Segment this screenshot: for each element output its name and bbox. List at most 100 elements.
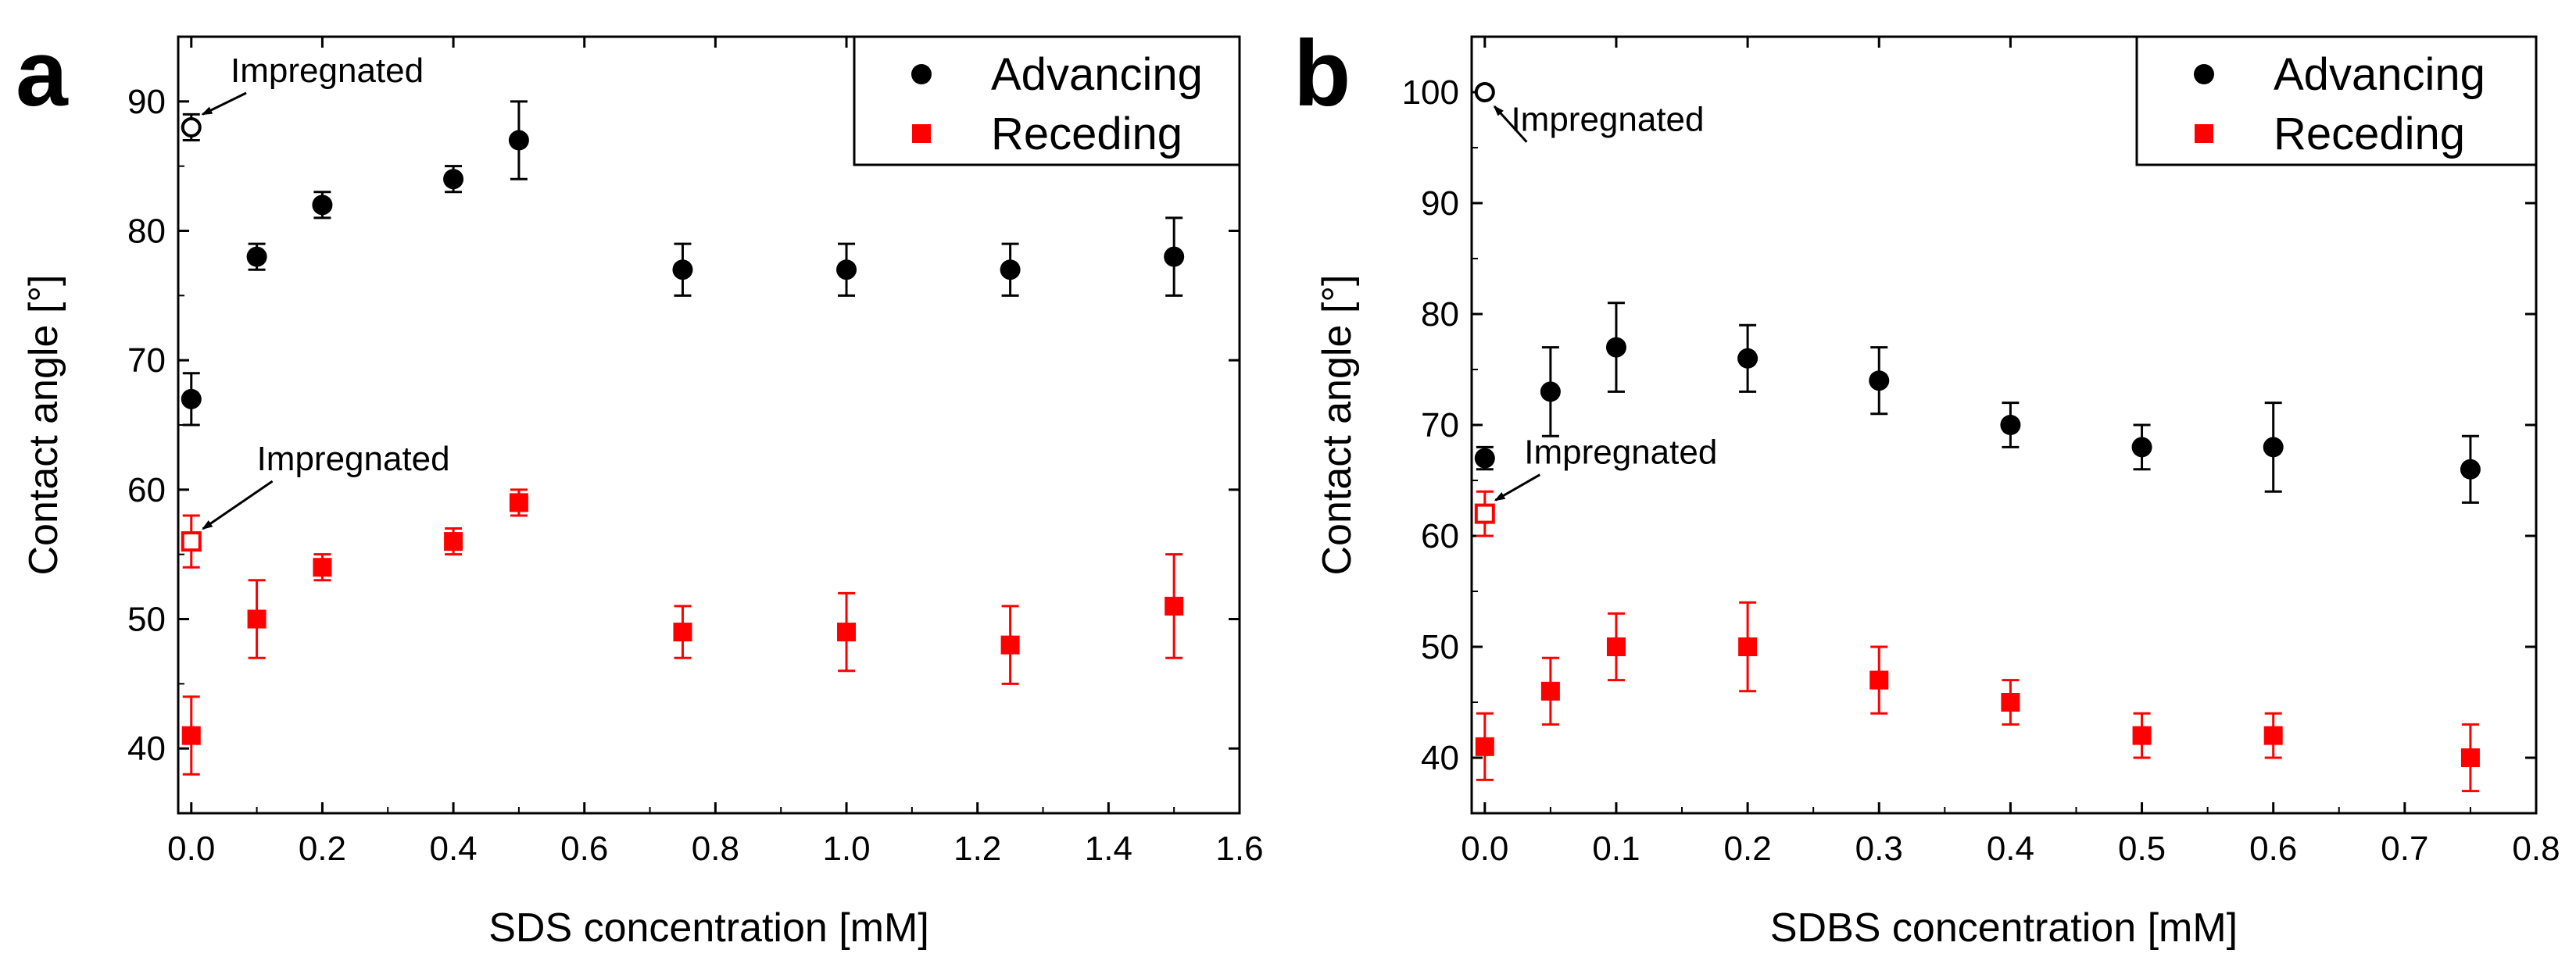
- y-tick-label: 70: [1421, 406, 1459, 444]
- x-tick-label: 0.3: [1855, 830, 1903, 868]
- x-tick-label: 0.4: [429, 830, 477, 868]
- y-tick-label: 90: [1421, 184, 1459, 223]
- data-point-advancing: [2460, 459, 2481, 480]
- x-axis-title: SDS concentration [mM]: [488, 905, 929, 951]
- y-tick-label: 90: [127, 83, 166, 121]
- data-point-advancing: [1605, 337, 1626, 358]
- y-tick-label: 80: [1421, 295, 1459, 334]
- legend-label: Receding: [2274, 109, 2465, 159]
- x-tick-label: 0.1: [1592, 830, 1640, 868]
- annotation-label: Impregnated: [1511, 101, 1704, 139]
- y-tick-label: 80: [127, 212, 166, 251]
- data-point-receding: [2001, 693, 2020, 712]
- series-advancing: [181, 100, 1185, 427]
- data-point-receding: [1869, 670, 1889, 690]
- data-point-receding: [1165, 596, 1184, 616]
- annotation-arrow: [201, 91, 247, 116]
- data-point-advancing: [836, 259, 857, 280]
- y-tick-label: 40: [1421, 739, 1459, 777]
- data-point-receding: [181, 726, 201, 745]
- data-point-advancing: [672, 259, 693, 280]
- data-point-advancing: [312, 195, 333, 216]
- chart-panel-a: a 0.0 0.2 0.4 0.6 0.8 1.0 1.2 1.4 1.6 40 50 60 70 80 90…: [16, 21, 1264, 951]
- data-point-advancing: [508, 130, 529, 151]
- x-tick-label: 0.2: [299, 830, 346, 868]
- impregnated-point-receding: [181, 531, 202, 552]
- data-point-advancing: [1474, 448, 1495, 469]
- series-receding: [181, 488, 1184, 776]
- data-point-advancing: [1869, 370, 1890, 391]
- impregnated-point-advancing: [181, 116, 202, 137]
- x-tick-label: 1.4: [1085, 830, 1132, 868]
- y-axis-title: Contact angle [°]: [1315, 274, 1360, 575]
- legend-label: Advancing: [2274, 49, 2485, 100]
- data-point-receding: [1000, 635, 1020, 655]
- data-point-receding: [1738, 637, 1758, 656]
- chart-panel-b: b 0.0 0.1 0.2 0.3 0.4 0.5 0.6 0.7 0.8 40 50 60 70 80 90…: [1293, 21, 2560, 951]
- x-tick-label: 1.6: [1215, 830, 1263, 868]
- data-point-advancing: [2263, 437, 2284, 458]
- annotation-label: Impregnated: [1524, 434, 1717, 472]
- annotation-arrow: [1494, 473, 1541, 502]
- data-point-advancing: [1164, 246, 1185, 267]
- y-tick-label: 40: [127, 730, 166, 768]
- x-tick-label: 0.6: [560, 830, 608, 868]
- legend-marker-receding: [912, 124, 931, 143]
- annotation-arrow: [202, 480, 274, 530]
- data-point-receding: [1475, 737, 1494, 756]
- data-point-receding: [2263, 726, 2283, 745]
- y-tick-label: 60: [1421, 517, 1459, 555]
- x-tick-label: 0.8: [692, 830, 739, 868]
- y-tick-label: 60: [127, 471, 166, 509]
- panel-label: a: [16, 21, 69, 126]
- data-point-advancing: [1000, 259, 1021, 280]
- annotation-label: Impregnated: [257, 440, 450, 478]
- data-point-receding: [444, 532, 463, 552]
- legend-box: [2135, 35, 2538, 166]
- x-tick-label: 0.8: [2512, 830, 2560, 868]
- annotation-arrow: [1493, 105, 1528, 143]
- legend: Advancing Receding: [2135, 35, 2538, 166]
- data-point-receding: [1540, 681, 1560, 701]
- data-point-advancing: [246, 246, 267, 267]
- y-tick-label: 50: [1421, 628, 1459, 666]
- panel-label: b: [1293, 21, 1351, 126]
- x-tick-label: 0.2: [1724, 830, 1772, 868]
- data-point-advancing: [443, 169, 464, 190]
- data-point-receding: [2460, 748, 2480, 767]
- x-axis-title: SDBS concentration [mM]: [1770, 905, 2238, 951]
- legend-label: Receding: [991, 109, 1182, 159]
- legend-marker-advancing: [2194, 64, 2214, 84]
- y-tick-label: 50: [127, 601, 166, 639]
- data-point-advancing: [2131, 437, 2152, 458]
- y-axis-title: Contact angle [°]: [21, 274, 66, 575]
- x-tick-label: 0.0: [1461, 830, 1508, 868]
- x-tick-label: 0.5: [2118, 830, 2166, 868]
- y-tick-label: 100: [1402, 73, 1459, 112]
- annotation-label: Impregnated: [231, 52, 424, 90]
- series-advancing: [1474, 302, 2481, 504]
- x-tick-label: 0.0: [167, 830, 215, 868]
- legend: Advancing Receding: [853, 35, 1241, 166]
- series-receding: [1475, 601, 2480, 793]
- y-tick-label: 70: [127, 341, 166, 380]
- legend-label: Advancing: [991, 49, 1203, 100]
- x-tick-label: 0.4: [1987, 830, 2034, 868]
- legend-box: [853, 35, 1241, 166]
- impregnated-point-advancing: [1474, 82, 1495, 102]
- impregnated-point-receding: [1474, 503, 1495, 524]
- data-point-advancing: [181, 388, 202, 409]
- data-point-advancing: [1737, 348, 1758, 369]
- data-point-receding: [313, 558, 332, 577]
- data-point-receding: [837, 623, 857, 642]
- x-tick-label: 1.2: [953, 830, 1001, 868]
- data-point-receding: [247, 609, 267, 629]
- data-point-receding: [1606, 637, 1626, 656]
- data-point-receding: [509, 493, 528, 512]
- data-point-receding: [673, 623, 692, 642]
- x-tick-label: 0.7: [2381, 830, 2428, 868]
- x-tick-label: 0.6: [2249, 830, 2297, 868]
- data-point-advancing: [1540, 381, 1561, 402]
- legend-marker-receding: [2195, 124, 2213, 143]
